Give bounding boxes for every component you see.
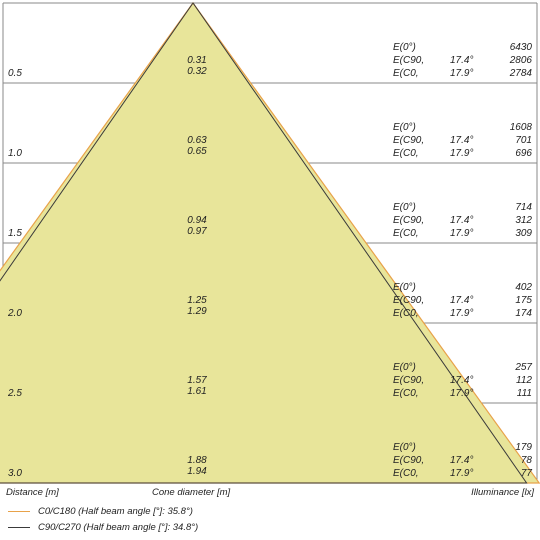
illuminance-label: E(C90, (393, 215, 424, 226)
illuminance-value: 6430 (510, 42, 533, 53)
illuminance-axis-title: Illuminance [lx] (471, 487, 534, 498)
distance-label: 2.0 (7, 308, 22, 319)
illuminance-label: E(C0, (393, 308, 419, 319)
illuminance-angle: 17.9° (450, 148, 473, 159)
illuminance-label: E(C0, (393, 388, 419, 399)
illuminance-value: 78 (521, 455, 533, 466)
cone-diameter-c90: 0.63 (187, 135, 207, 146)
distance-label: 1.5 (8, 228, 22, 239)
illuminance-label: E(0°) (393, 122, 416, 133)
cone-diameter-c90: 0.94 (187, 215, 207, 226)
illuminance-value: 1608 (510, 122, 533, 133)
illuminance-angle: 17.4° (450, 135, 473, 146)
legend-label-c0: C0/C180 (Half beam angle [°]: 35.8°) (38, 505, 193, 517)
legend-swatch-c0 (8, 510, 30, 512)
illuminance-label: E(0°) (393, 42, 416, 53)
illuminance-angle: 17.9° (450, 228, 473, 239)
cone-diameter-c90: 1.25 (187, 295, 207, 306)
legend: C0/C180 (Half beam angle [°]: 35.8°) C90… (8, 503, 198, 535)
illuminance-value: 174 (515, 308, 532, 319)
illuminance-label: E(0°) (393, 442, 416, 453)
distance-label: 1.0 (8, 148, 22, 159)
illuminance-value: 402 (515, 282, 532, 293)
illuminance-label: E(C90, (393, 455, 424, 466)
illuminance-value: 696 (515, 148, 532, 159)
illuminance-value: 701 (515, 135, 532, 146)
illuminance-angle: 17.4° (450, 455, 473, 466)
distance-label: 3.0 (8, 468, 22, 479)
illuminance-label: E(0°) (393, 202, 416, 213)
illuminance-label: E(C90, (393, 375, 424, 386)
cone-diameter-c0: 0.97 (187, 226, 207, 237)
illuminance-value: 175 (515, 295, 532, 306)
cone-c90-c270 (0, 2, 528, 484)
cone-diameter-c0: 1.61 (187, 386, 206, 397)
illuminance-label: E(C90, (393, 55, 424, 66)
cone-diameter-c90: 1.88 (187, 455, 207, 466)
cone-diameter-c0: 0.65 (187, 146, 207, 157)
illuminance-label: E(C0, (393, 148, 419, 159)
illuminance-angle: 17.4° (450, 295, 473, 306)
illuminance-value: 257 (514, 362, 532, 373)
cone-diameter-c0: 0.32 (187, 66, 207, 77)
illuminance-label: E(C0, (393, 68, 419, 79)
distance-label: 0.5 (8, 68, 22, 79)
legend-item-c0: C0/C180 (Half beam angle [°]: 35.8°) (8, 503, 198, 519)
cone-diameter-c0: 1.94 (187, 466, 207, 477)
legend-swatch-c90 (8, 526, 30, 528)
legend-label-c90: C90/C270 (Half beam angle [°]: 34.8°) (38, 521, 199, 533)
illuminance-label: E(C0, (393, 228, 419, 239)
illuminance-angle: 17.9° (450, 68, 473, 79)
illuminance-value: 2806 (509, 55, 533, 66)
cone-diameter-c0: 1.29 (187, 306, 207, 317)
cone-diameter-c90: 0.31 (187, 55, 206, 66)
row-labels: 0.5 0.310.32 E(0°) 6430 E(C90, 17.4° 2806 E(C0,… (7, 42, 532, 479)
illuminance-value: 714 (515, 202, 532, 213)
illuminance-label: E(0°) (393, 282, 416, 293)
distance-axis-title: Distance [m] (6, 487, 59, 498)
illuminance-angle: 17.9° (450, 308, 473, 319)
illuminance-angle: 17.9° (450, 388, 473, 399)
illuminance-angle: 17.4° (450, 215, 473, 226)
illuminance-label: E(C90, (393, 135, 424, 146)
cone-diameter-c90: 1.57 (187, 375, 207, 386)
light-cone (0, 1, 540, 484)
illuminance-angle: 17.4° (450, 55, 473, 66)
illuminance-value: 112 (516, 375, 532, 386)
illuminance-value: 2784 (509, 68, 533, 79)
distance-label: 2.5 (7, 388, 22, 399)
illuminance-label: E(C90, (393, 295, 424, 306)
illuminance-value: 309 (515, 228, 532, 239)
illuminance-value: 77 (521, 468, 533, 479)
illuminance-label: E(C0, (393, 468, 419, 479)
illuminance-angle: 17.4° (450, 375, 473, 386)
illuminance-value: 179 (515, 442, 532, 453)
illuminance-angle: 17.9° (450, 468, 473, 479)
illuminance-value: 312 (515, 215, 532, 226)
cone-axis-title: Cone diameter [m] (152, 487, 231, 498)
illuminance-label: E(0°) (393, 362, 416, 373)
legend-item-c90: C90/C270 (Half beam angle [°]: 34.8°) (8, 519, 198, 535)
illuminance-value: 111 (517, 388, 532, 399)
